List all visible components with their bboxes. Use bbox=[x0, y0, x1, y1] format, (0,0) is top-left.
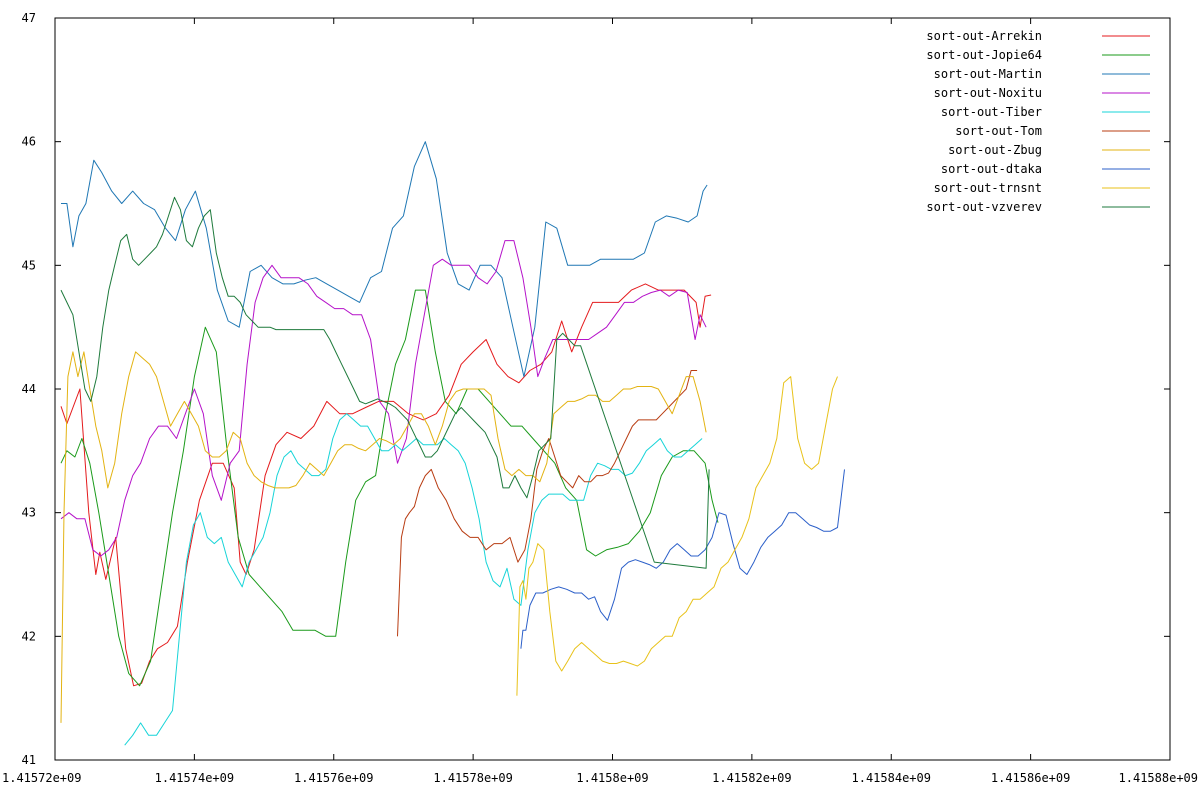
x-tick-label: 1.41574e+09 bbox=[155, 771, 234, 785]
plot-frame bbox=[54, 17, 1171, 761]
x-tick-label: 1.41578e+09 bbox=[433, 771, 512, 785]
y-tick-label: 45 bbox=[22, 258, 36, 272]
x-tick-label: 1.41572e+09 bbox=[2, 771, 81, 785]
series-line-sort-out-Noxitu bbox=[60, 240, 707, 557]
legend-label: sort-out-trnsnt bbox=[934, 181, 1042, 195]
x-tick-label: 1.41588e+09 bbox=[1119, 771, 1198, 785]
y-tick-label: 47 bbox=[22, 11, 36, 25]
series-lines bbox=[60, 141, 845, 746]
legend-label: sort-out-Tom bbox=[955, 124, 1042, 138]
x-tick-label: 1.41584e+09 bbox=[852, 771, 931, 785]
series-line-sort-out-Tiber bbox=[124, 413, 703, 746]
series-line-sort-out-trnsnt bbox=[516, 376, 838, 696]
series-line-sort-out-Jopie64 bbox=[60, 289, 719, 687]
legend-label: sort-out-Jopie64 bbox=[926, 48, 1042, 62]
x-tick-label: 1.41576e+09 bbox=[294, 771, 373, 785]
legend-label: sort-out-Tiber bbox=[941, 105, 1042, 119]
y-tick-label: 43 bbox=[22, 506, 36, 520]
x-tick-label: 1.4158e+09 bbox=[576, 771, 648, 785]
x-tick-label: 1.41582e+09 bbox=[712, 771, 791, 785]
series-line-sort-out-Tom bbox=[397, 370, 698, 637]
legend-label: sort-out-Zbug bbox=[948, 143, 1042, 157]
series-line-sort-out-Zbug bbox=[60, 351, 707, 723]
x-axis: 1.41572e+09 1.41574e+09 1.41576e+09 1.41578… bbox=[2, 18, 1198, 785]
x-tick-label: 1.41586e+09 bbox=[991, 771, 1070, 785]
series-line-sort-out-Arrekin bbox=[60, 283, 712, 687]
legend-label: sort-out-Martin bbox=[934, 67, 1042, 81]
legend-label: sort-out-Arrekin bbox=[926, 29, 1042, 43]
series-line-sort-out-Martin bbox=[61, 141, 708, 378]
legend: sort-out-Arrekin sort-out-Jopie64 sort-out… bbox=[926, 29, 1150, 214]
y-tick-label: 44 bbox=[22, 382, 36, 396]
legend-label: sort-out-vzverev bbox=[926, 200, 1042, 214]
y-tick-label: 46 bbox=[22, 135, 36, 149]
series-line-sort-out-dtaka bbox=[520, 469, 845, 649]
legend-label: sort-out-dtaka bbox=[941, 162, 1042, 176]
series-line-sort-out-vzverev bbox=[60, 196, 710, 569]
legend-label: sort-out-Noxitu bbox=[934, 86, 1042, 100]
y-tick-label: 42 bbox=[22, 629, 36, 643]
y-tick-label: 41 bbox=[22, 753, 36, 767]
y-axis: 41 42 43 44 45 46 47 bbox=[22, 11, 1170, 767]
